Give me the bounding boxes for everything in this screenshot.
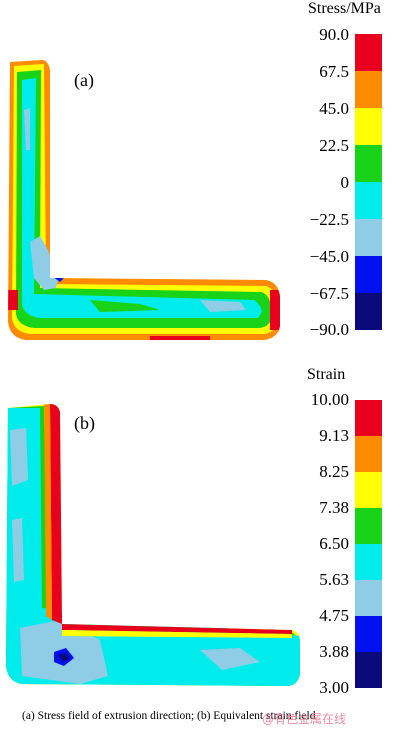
stress-colorbar-title: Stress/MPa <box>308 0 381 17</box>
stress-tick: 45.0 <box>319 99 349 118</box>
stress-tick: 0 <box>340 173 350 192</box>
stress-colorbar <box>355 34 382 330</box>
strain-contour-map <box>6 404 300 686</box>
strain-tick: 5.63 <box>319 570 349 589</box>
strain-tick: 9.13 <box>319 426 349 445</box>
stress-tick: −22.5 <box>309 210 349 229</box>
strain-tick: 6.50 <box>319 534 349 553</box>
stress-tick: −67.5 <box>309 284 349 303</box>
figure-caption: (a) Stress field of extrusion direction;… <box>22 710 316 722</box>
watermark: @有色金属在线 <box>262 712 347 726</box>
stress-tick: −90.0 <box>309 320 349 339</box>
panel-b-label: (b) <box>74 413 95 433</box>
stress-tick: 22.5 <box>319 136 349 155</box>
stress-tick: −45.0 <box>309 247 349 266</box>
strain-tick: 10.00 <box>310 390 349 409</box>
strain-tick: 3.88 <box>319 642 349 661</box>
strain-tick: 3.00 <box>319 678 349 697</box>
stress-tick: 67.5 <box>319 62 349 81</box>
strain-tick: 4.75 <box>319 606 349 625</box>
strain-colorbar-title: Strain <box>307 366 346 383</box>
panel-a-label: (a) <box>74 70 94 90</box>
stress-tick: 90.0 <box>319 25 349 44</box>
strain-tick: 7.38 <box>319 498 349 517</box>
stress-contour-map <box>8 60 280 340</box>
strain-colorbar <box>355 400 382 688</box>
strain-tick: 8.25 <box>319 462 349 481</box>
